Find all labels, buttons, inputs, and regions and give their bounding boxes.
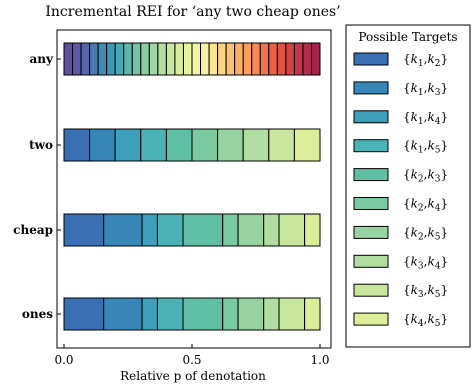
legend-box <box>345 24 471 348</box>
legend-swatch-0 <box>353 52 389 66</box>
legend-swatch-9 <box>353 312 389 326</box>
bar-segment-any-21 <box>242 42 253 76</box>
x-tick-label-0: 0.0 <box>54 353 73 367</box>
bar-segment-ones-1 <box>103 297 143 331</box>
plot-frame <box>56 29 332 349</box>
bar-segment-any-15 <box>191 42 202 76</box>
bar-segment-any-3 <box>89 42 99 76</box>
bar-segment-any-16 <box>200 42 210 76</box>
bar-segment-any-1 <box>72 42 82 76</box>
bar-segment-cheap-3 <box>156 213 184 247</box>
bar-segment-ones-8 <box>278 297 306 331</box>
legend-swatch-1 <box>353 81 389 95</box>
bar-segment-any-9 <box>140 42 150 76</box>
bar-segment-two-9 <box>293 128 321 162</box>
bar-segment-two-5 <box>191 128 219 162</box>
legend-label-8: {k3,k5} <box>403 283 448 300</box>
bar-segment-ones-9 <box>304 297 321 331</box>
bar-segment-cheap-0 <box>63 213 105 247</box>
legend-swatch-7 <box>353 254 389 268</box>
x-tick-label-1: 0.5 <box>182 353 201 367</box>
bar-segment-ones-4 <box>182 297 224 331</box>
legend-label-9: {k4,k5} <box>403 312 448 329</box>
x-axis-label: Relative p of denotation <box>120 369 266 383</box>
y-label-ones: ones <box>22 307 53 321</box>
bar-segment-any-28 <box>302 42 312 76</box>
bar-segment-two-2 <box>114 128 142 162</box>
x-tick-label-2: 1.0 <box>310 353 329 367</box>
bar-segment-cheap-6 <box>237 213 265 247</box>
bar-segment-cheap-8 <box>278 213 306 247</box>
bar-segment-any-13 <box>174 42 184 76</box>
bar-segment-two-7 <box>242 128 270 162</box>
legend-label-5: {k2,k4} <box>403 197 448 214</box>
legend-label-4: {k2,k3} <box>403 168 448 185</box>
bar-segment-cheap-7 <box>263 213 280 247</box>
bar-segment-any-27 <box>293 42 304 76</box>
bar-segment-two-0 <box>63 128 91 162</box>
legend-label-3: {k1,k5} <box>403 139 448 156</box>
legend-swatch-6 <box>353 225 389 239</box>
bar-segment-any-4 <box>97 42 108 76</box>
legend-label-7: {k3,k4} <box>403 254 448 271</box>
bar-segment-ones-2 <box>141 297 158 331</box>
bar-segment-cheap-2 <box>141 213 158 247</box>
legend-label-2: {k1,k4} <box>403 110 448 127</box>
bar-segment-any-26 <box>285 42 295 76</box>
bar-segment-any-14 <box>182 42 193 76</box>
bar-segment-two-4 <box>165 128 193 162</box>
bar-segment-any-8 <box>131 42 142 76</box>
legend-swatch-8 <box>353 283 389 297</box>
bar-segment-any-11 <box>157 42 167 76</box>
bar-segment-ones-6 <box>237 297 265 331</box>
y-label-any: any <box>30 52 55 66</box>
bar-segment-two-6 <box>217 128 244 162</box>
y-label-cheap: cheap <box>13 223 53 237</box>
y-label-two: two <box>29 138 53 152</box>
bar-segment-two-3 <box>140 128 167 162</box>
bar-segment-any-25 <box>276 42 287 76</box>
bar-segment-ones-0 <box>63 297 105 331</box>
bar-segment-any-5 <box>106 42 116 76</box>
legend-items: {k1,k2} {k1,k3} {k1,k4} {k1,k5} {k2,k3} {k2,k… <box>353 52 448 329</box>
bar-segment-any-17 <box>208 42 219 76</box>
bar-segment-any-0 <box>63 42 74 76</box>
x-axis-label-text: Relative p of denotation <box>120 369 266 383</box>
bar-segment-cheap-1 <box>103 213 143 247</box>
bar-segment-any-6 <box>114 42 125 76</box>
legend-swatch-4 <box>353 168 389 182</box>
bar-segment-any-12 <box>165 42 176 76</box>
bar-segment-ones-5 <box>222 297 239 331</box>
legend: Possible Targets {k1,k2}{k1,k3}{k1,k4}{k… <box>345 24 471 348</box>
legend-label-6: {k2,k5} <box>403 225 448 242</box>
bar-segment-cheap-5 <box>222 213 239 247</box>
bar-segment-any-29 <box>310 42 321 76</box>
legend-title: Possible Targets <box>358 30 457 44</box>
bar-segment-cheap-9 <box>304 213 321 247</box>
bar-segment-any-2 <box>80 42 91 76</box>
bar-segment-any-18 <box>217 42 227 76</box>
bar-segment-any-24 <box>268 42 278 76</box>
legend-label-0: {k1,k2} <box>403 52 448 69</box>
y-tick-labels: any two cheap ones <box>13 52 61 321</box>
bar-segment-any-7 <box>123 42 133 76</box>
legend-swatch-5 <box>353 197 389 210</box>
bar-segment-any-19 <box>225 42 236 76</box>
bar-segment-cheap-4 <box>182 213 224 247</box>
x-tick-labels: 0.0 0.5 1.0 <box>54 344 330 367</box>
bar-group <box>63 42 321 331</box>
bar-segment-two-1 <box>89 128 116 162</box>
legend-label-1: {k1,k3} <box>403 81 448 98</box>
bar-segment-ones-7 <box>263 297 280 331</box>
bar-segment-two-8 <box>268 128 295 162</box>
bar-segment-any-23 <box>259 42 270 76</box>
chart-title: Incremental REI for ‘any two cheap ones’ <box>45 4 340 20</box>
legend-swatch-2 <box>353 110 389 124</box>
legend-swatch-3 <box>353 139 389 153</box>
bar-segment-any-22 <box>251 42 261 76</box>
bar-segment-any-10 <box>148 42 159 76</box>
bar-segment-any-20 <box>234 42 244 76</box>
bar-segment-ones-3 <box>156 297 184 331</box>
